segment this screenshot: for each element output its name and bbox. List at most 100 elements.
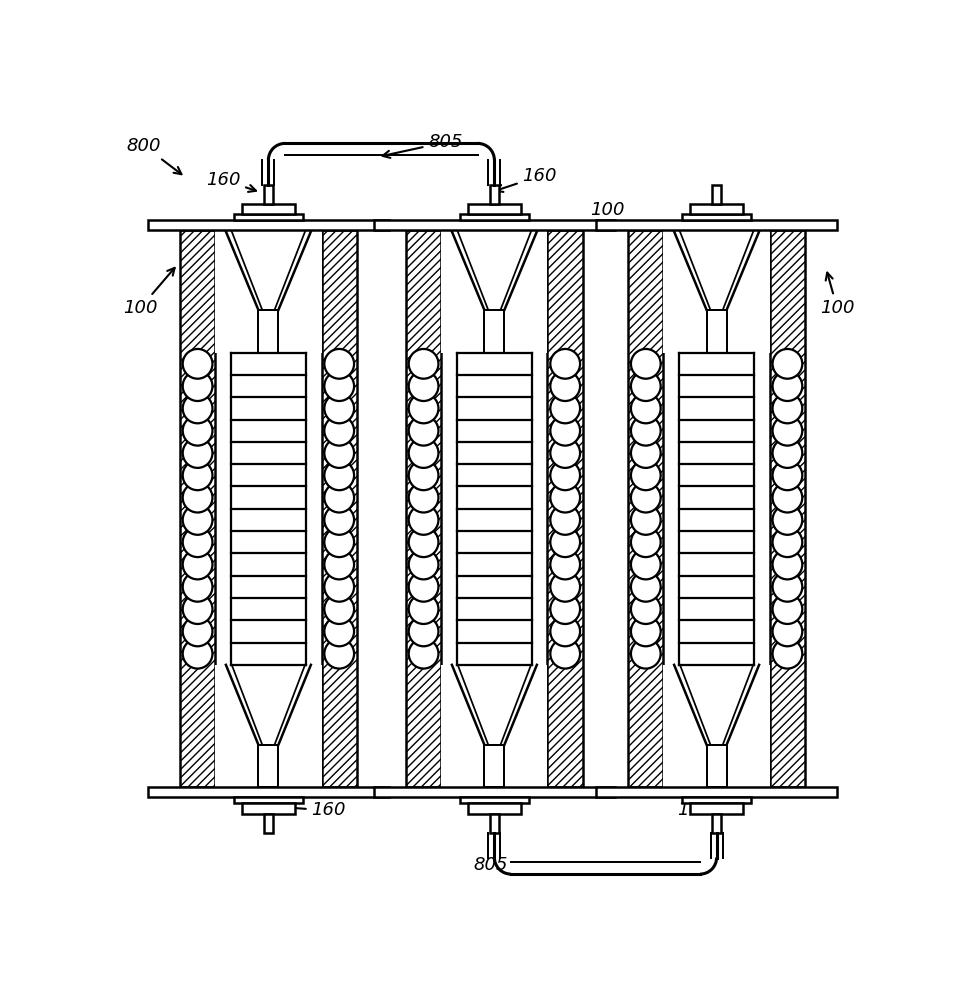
Circle shape xyxy=(773,349,802,379)
Circle shape xyxy=(631,416,661,446)
Text: 160: 160 xyxy=(206,171,256,192)
Circle shape xyxy=(183,460,213,490)
Bar xyxy=(264,814,272,833)
Bar xyxy=(596,787,837,797)
Circle shape xyxy=(408,483,438,512)
Circle shape xyxy=(631,594,661,624)
Circle shape xyxy=(408,639,438,669)
Bar xyxy=(547,230,583,787)
Circle shape xyxy=(325,349,354,379)
Text: 160: 160 xyxy=(273,801,346,819)
Circle shape xyxy=(408,349,438,379)
Circle shape xyxy=(408,527,438,557)
Bar xyxy=(490,185,499,204)
Circle shape xyxy=(325,438,354,468)
Bar xyxy=(490,814,499,833)
Circle shape xyxy=(631,617,661,646)
Circle shape xyxy=(550,550,580,579)
Circle shape xyxy=(773,639,802,669)
Bar xyxy=(148,787,389,797)
Circle shape xyxy=(550,639,580,669)
Circle shape xyxy=(408,394,438,423)
Circle shape xyxy=(773,416,802,446)
Circle shape xyxy=(550,572,580,602)
Bar xyxy=(322,230,357,787)
Circle shape xyxy=(408,438,438,468)
Circle shape xyxy=(183,505,213,535)
Bar xyxy=(664,230,770,353)
Circle shape xyxy=(325,572,354,602)
Circle shape xyxy=(631,550,661,579)
Bar xyxy=(468,803,521,814)
Circle shape xyxy=(325,639,354,669)
Text: 100: 100 xyxy=(820,273,854,317)
Circle shape xyxy=(550,394,580,423)
Circle shape xyxy=(550,594,580,624)
Circle shape xyxy=(183,550,213,579)
Circle shape xyxy=(631,371,661,401)
Circle shape xyxy=(773,617,802,646)
Bar xyxy=(215,230,322,353)
Circle shape xyxy=(408,617,438,646)
Circle shape xyxy=(631,394,661,423)
Circle shape xyxy=(325,371,354,401)
Circle shape xyxy=(325,505,354,535)
Circle shape xyxy=(183,639,213,669)
Bar xyxy=(242,803,295,814)
Bar xyxy=(259,745,279,787)
Circle shape xyxy=(408,460,438,490)
Bar xyxy=(441,230,547,353)
Circle shape xyxy=(325,527,354,557)
Circle shape xyxy=(631,639,661,669)
Circle shape xyxy=(773,371,802,401)
Circle shape xyxy=(550,527,580,557)
Circle shape xyxy=(183,572,213,602)
Circle shape xyxy=(631,572,661,602)
Circle shape xyxy=(550,349,580,379)
Bar xyxy=(690,204,744,214)
Circle shape xyxy=(773,505,802,535)
Circle shape xyxy=(773,550,802,579)
Circle shape xyxy=(550,438,580,468)
Circle shape xyxy=(408,371,438,401)
Text: 800: 800 xyxy=(127,137,182,174)
Bar xyxy=(242,204,295,214)
Bar xyxy=(707,745,727,787)
Circle shape xyxy=(408,572,438,602)
Circle shape xyxy=(773,527,802,557)
Circle shape xyxy=(631,349,661,379)
Bar xyxy=(234,214,303,220)
Circle shape xyxy=(631,505,661,535)
Bar xyxy=(460,797,529,803)
Bar xyxy=(682,214,751,220)
Circle shape xyxy=(325,594,354,624)
Bar xyxy=(180,230,215,787)
Bar xyxy=(712,185,721,204)
Circle shape xyxy=(183,371,213,401)
Circle shape xyxy=(631,483,661,512)
Circle shape xyxy=(183,483,213,512)
Bar xyxy=(406,230,441,787)
Circle shape xyxy=(183,594,213,624)
Circle shape xyxy=(183,349,213,379)
Bar xyxy=(690,803,744,814)
Circle shape xyxy=(408,550,438,579)
Circle shape xyxy=(773,394,802,423)
Circle shape xyxy=(408,416,438,446)
Circle shape xyxy=(773,483,802,512)
Circle shape xyxy=(773,460,802,490)
Bar xyxy=(628,230,664,787)
Circle shape xyxy=(550,483,580,512)
Circle shape xyxy=(408,505,438,535)
Text: 805: 805 xyxy=(473,856,507,874)
Bar xyxy=(682,797,751,803)
Bar xyxy=(460,214,529,220)
Text: 160: 160 xyxy=(496,167,557,192)
Circle shape xyxy=(325,617,354,646)
Bar xyxy=(712,814,721,833)
Circle shape xyxy=(183,438,213,468)
Circle shape xyxy=(325,416,354,446)
Circle shape xyxy=(325,550,354,579)
Bar xyxy=(770,230,805,787)
Circle shape xyxy=(773,594,802,624)
